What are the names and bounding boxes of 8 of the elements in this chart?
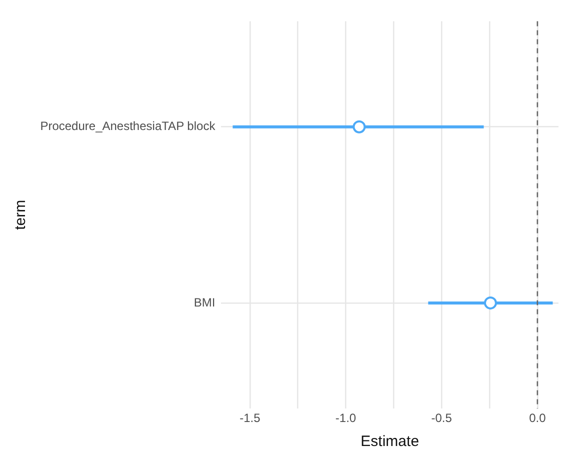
x-tick-label: -1.0 <box>335 411 356 426</box>
y-tick-label: Procedure_AnesthesiaTAP block <box>40 119 216 134</box>
y-axis-title: term <box>12 200 30 230</box>
y-tick-label: BMI <box>194 295 216 310</box>
x-tick-label: -0.5 <box>431 411 452 426</box>
x-tick-label: 0.0 <box>529 411 546 426</box>
x-axis-title: Estimate <box>360 433 420 450</box>
x-tick-label: -1.5 <box>240 411 261 426</box>
